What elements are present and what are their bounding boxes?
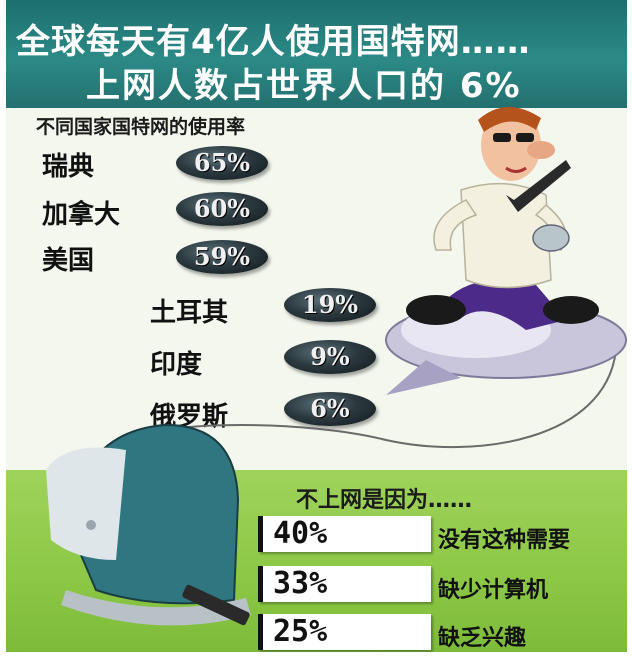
country-label-sweden: 瑞典 [42,152,95,182]
country-label-canada: 加拿大 [42,200,121,230]
handheld-mouse [532,224,570,252]
reason-box-2: 33% [258,566,431,602]
imac-port [86,520,96,530]
country-label-usa: 美国 [42,246,95,276]
pct-pill-sweden: 65% [176,146,268,180]
man-mouth [505,166,527,173]
pct-pill-usa: 59% [176,240,268,274]
reason-box-1: 40% [258,516,431,552]
infographic-poster: 全球每天有4亿人使用国特网…… 上网人数占世界人口的 6% 不同国家国特网的使用… [6,0,627,652]
pct-pill-russia: 6% [284,392,376,426]
header-banner: 全球每天有4亿人使用国特网…… 上网人数占世界人口的 6% [6,0,627,108]
country-label-turkey: 土耳其 [150,298,229,328]
reason-box-3: 25% [258,614,431,650]
headline-line-2: 上网人数占世界人口的 6% [86,66,522,106]
reason-pct-1: 40% [273,516,328,551]
headline-line-1: 全球每天有4亿人使用国特网…… [16,22,531,62]
reason-pct-2: 33% [273,566,328,601]
imac-side-panel [46,447,126,560]
man-head [481,109,541,181]
man-nose [527,141,555,159]
pct-pill-turkey: 19% [284,288,376,322]
usage-rate-subtitle: 不同国家国特网的使用率 [36,116,246,138]
keyboard-edge [182,584,250,626]
glasses-left-lens [493,133,511,142]
man-legs [446,280,566,330]
man-on-mouse-illustration [385,106,627,395]
mouse-wing [386,360,461,395]
reason-pct-3: 25% [273,614,328,649]
glasses-right-lens [516,133,534,142]
reason-label-2: 缺少计算机 [438,578,549,603]
left-shoe [406,295,466,325]
imac-computer-illustration [46,423,251,626]
man-tie [506,160,571,212]
man-arm-left [433,199,478,251]
man-shirt [460,182,552,289]
pct-pill-canada: 60% [176,192,268,226]
reason-label-1: 没有这种需要 [438,528,571,553]
illustration-layer [46,106,627,626]
right-shoe [543,296,599,324]
imac-base [61,590,251,626]
reasons-title: 不上网是因为…… [296,488,473,513]
man-hair [478,106,541,132]
pct-pill-india: 9% [284,340,376,374]
reason-label-3: 缺乏兴趣 [438,626,527,651]
country-label-india: 印度 [150,350,203,380]
